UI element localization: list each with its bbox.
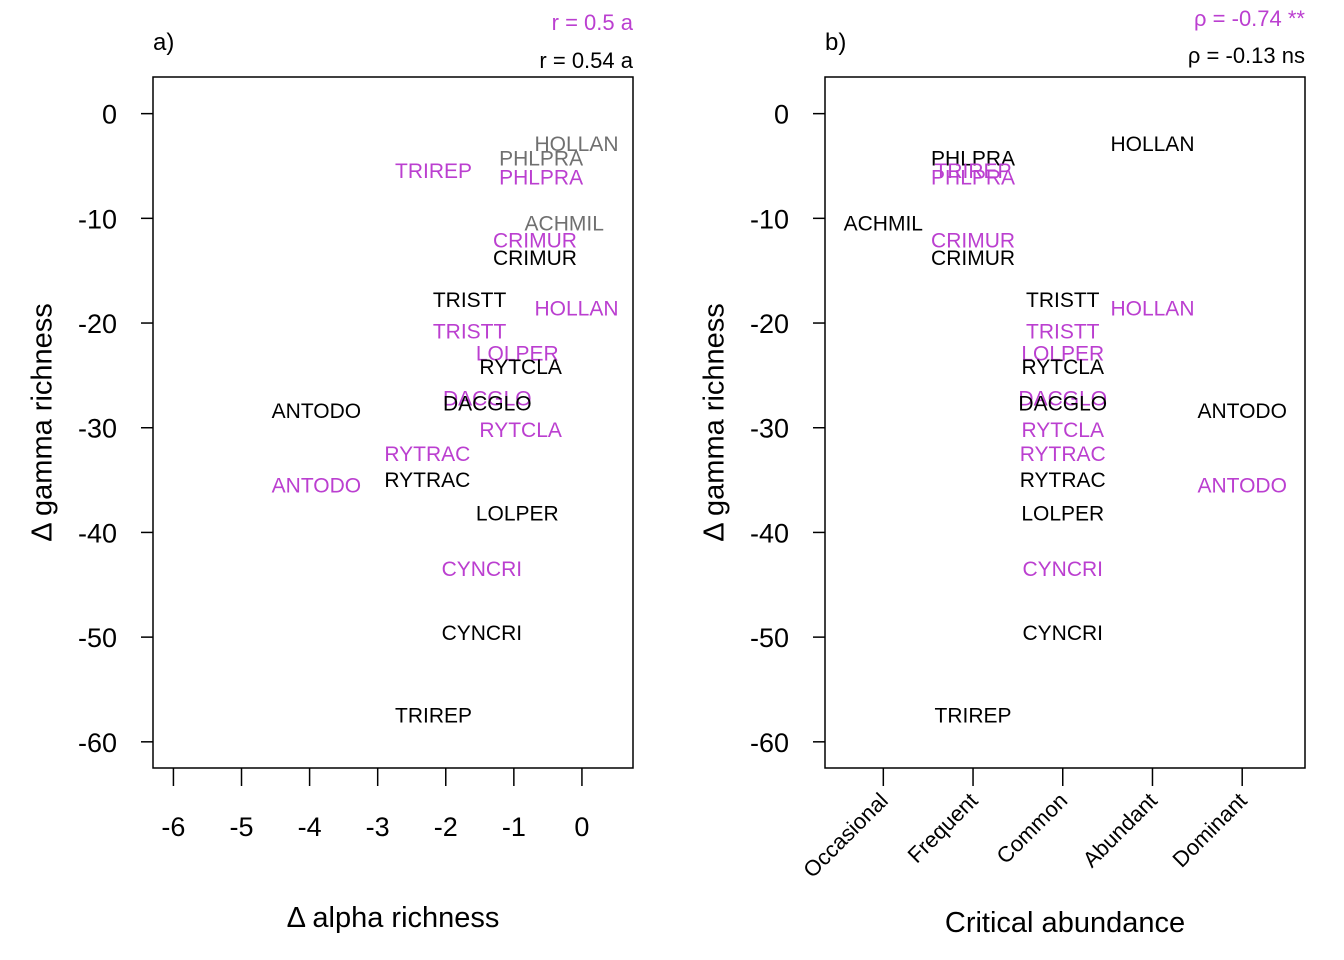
x-tick-label: 0 bbox=[574, 812, 589, 842]
point-label: CRIMUR bbox=[931, 229, 1015, 252]
correlation-annotation: ρ = -0.74 ** bbox=[1194, 6, 1305, 31]
point-label: DACGLO bbox=[1018, 387, 1107, 410]
point-label: ACHMIL bbox=[844, 213, 923, 236]
panel-a: 0-10-20-30-40-50-60-6 -5 -4 -3 -2 -1 0Δ alpha … bbox=[27, 10, 634, 934]
point-label: PHLPRA bbox=[931, 167, 1015, 190]
point-label: DACGLO bbox=[443, 393, 532, 416]
point-label: CRIMUR bbox=[493, 247, 577, 270]
panel-label: a) bbox=[153, 29, 174, 56]
y-tick-label: -30 bbox=[750, 414, 789, 444]
point-label: RYTRAC bbox=[384, 469, 470, 492]
plot-frame bbox=[824, 76, 1306, 769]
y-tick-label: -40 bbox=[750, 518, 789, 548]
panel-b: 0 -10 -20 -30 -40 -50 -60 Occasional Frequent Com… bbox=[699, 6, 1306, 939]
point-label: RYTCLA bbox=[1022, 419, 1104, 442]
point-label: CYNCRI bbox=[442, 622, 523, 645]
y-tick-label: -30 bbox=[78, 414, 117, 444]
y-tick-label: -60 bbox=[78, 728, 117, 758]
point-label: TRIREP bbox=[395, 705, 472, 728]
point-label: DACGLO bbox=[1018, 393, 1107, 416]
x-tick-label: -3 bbox=[366, 812, 390, 842]
point-label: RYTCLA bbox=[1022, 356, 1104, 379]
point-label: DACGLO bbox=[443, 387, 532, 410]
point-label: ANTODO bbox=[1197, 474, 1286, 497]
point-label: PHLPRA bbox=[499, 148, 583, 171]
point-label: LOLPER bbox=[1021, 503, 1104, 526]
point-label: TRIREP bbox=[935, 705, 1012, 728]
x-category-label: Occasional bbox=[798, 788, 893, 883]
point-label: TRISTT bbox=[433, 320, 507, 343]
point-label: TRISTT bbox=[1026, 289, 1100, 312]
y-tick-label: -10 bbox=[750, 204, 789, 234]
x-tick-label: -4 bbox=[298, 812, 322, 842]
x-tick-label: -6 bbox=[161, 812, 185, 842]
point-label: HOLLAN bbox=[1110, 133, 1194, 156]
point-label: LOLPER bbox=[476, 342, 559, 365]
y-tick-label: -20 bbox=[750, 309, 789, 339]
point-label: TRISTT bbox=[1026, 320, 1100, 343]
point-label: RYTRAC bbox=[1020, 443, 1106, 466]
x-axis-title: Critical abundance bbox=[945, 907, 1185, 939]
x-category-label: Common bbox=[992, 788, 1073, 869]
y-tick-label: -60 bbox=[750, 728, 789, 758]
point-label: TRIREP bbox=[935, 160, 1012, 183]
point-label: ANTODO bbox=[272, 400, 361, 423]
y-tick-label: 0 bbox=[774, 100, 789, 130]
y-tick-label: -10 bbox=[78, 204, 117, 234]
point-label: PHLPRA bbox=[931, 148, 1015, 171]
point-label: RYTCLA bbox=[479, 356, 561, 379]
point-label: PHLPRA bbox=[499, 167, 583, 190]
point-label: ANTODO bbox=[1197, 400, 1286, 423]
y-axis-title: Δ gamma richness bbox=[699, 303, 731, 542]
y-tick-label: 0 bbox=[102, 100, 117, 130]
point-label: RYTRAC bbox=[1020, 469, 1106, 492]
y-tick-label: -50 bbox=[750, 623, 789, 653]
point-label: CYNCRI bbox=[442, 558, 523, 581]
x-tick-label: -5 bbox=[230, 812, 254, 842]
point-label: RYTRAC bbox=[384, 443, 470, 466]
point-label: LOLPER bbox=[1021, 342, 1104, 365]
point-label: ACHMIL bbox=[525, 213, 604, 236]
y-tick-label: -40 bbox=[78, 518, 117, 548]
x-tick-label: -2 bbox=[434, 812, 458, 842]
point-label: ANTODO bbox=[272, 474, 361, 497]
point-label: CRIMUR bbox=[493, 229, 577, 252]
plot-frame bbox=[152, 76, 634, 769]
point-label: HOLLAN bbox=[534, 133, 618, 156]
point-label: HOLLAN bbox=[1110, 297, 1194, 320]
point-label: LOLPER bbox=[476, 503, 559, 526]
panel-label: b) bbox=[825, 29, 846, 56]
correlation-annotation: r = 0.54 a bbox=[539, 48, 633, 73]
correlation-annotation: ρ = -0.13 ns bbox=[1188, 43, 1305, 68]
x-axis-title: Δ alpha richness bbox=[287, 902, 500, 934]
x-tick-label: -1 bbox=[502, 812, 526, 842]
point-label: CYNCRI bbox=[1022, 558, 1103, 581]
y-tick-label: -20 bbox=[78, 309, 117, 339]
point-label: TRISTT bbox=[433, 289, 507, 312]
point-label: RYTCLA bbox=[479, 419, 561, 442]
x-category-label: Frequent bbox=[903, 788, 983, 868]
point-label: TRIREP bbox=[395, 160, 472, 183]
point-label: CRIMUR bbox=[931, 247, 1015, 270]
y-axis-title: Δ gamma richness bbox=[27, 303, 59, 542]
correlation-annotation: r = 0.5 a bbox=[552, 10, 634, 35]
x-category-label: Dominant bbox=[1167, 788, 1251, 872]
y-tick-label: -50 bbox=[78, 623, 117, 653]
point-label: HOLLAN bbox=[534, 297, 618, 320]
x-category-label: Abundant bbox=[1078, 788, 1162, 872]
point-label: CYNCRI bbox=[1022, 622, 1103, 645]
